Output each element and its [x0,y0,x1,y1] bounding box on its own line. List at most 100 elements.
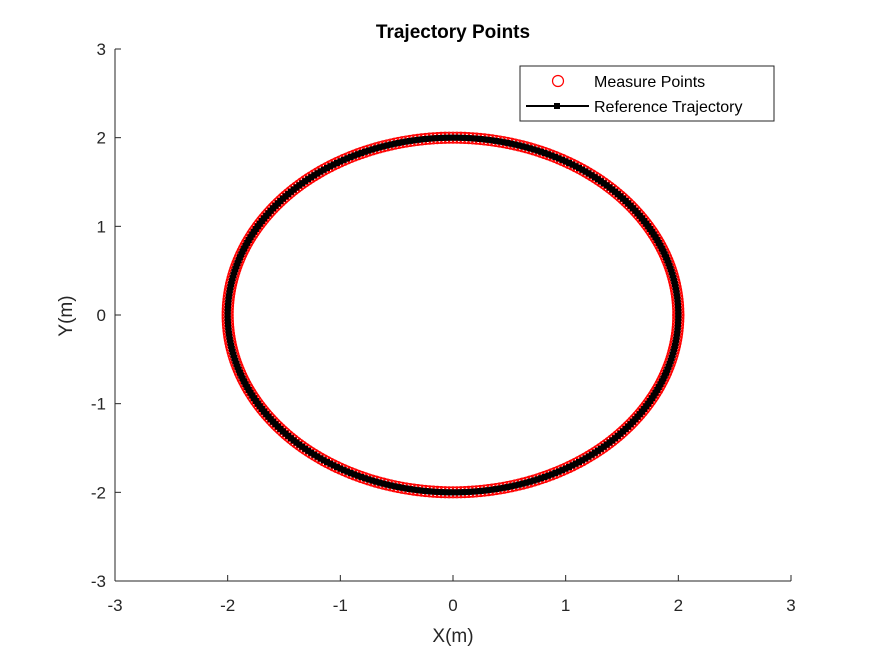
reference-trajectory-marker [670,275,677,282]
reference-trajectory-marker [426,135,433,142]
reference-trajectory-marker [519,480,526,487]
reference-trajectory-marker [351,152,358,159]
reference-trajectory-marker [545,472,552,479]
reference-trajectory-marker [228,345,235,352]
reference-trajectory-marker [376,479,383,486]
reference-trajectory-marker [403,138,410,145]
reference-trajectory-marker [572,163,579,170]
reference-trajectory-marker [671,278,678,285]
reference-trajectory-marker [225,324,232,331]
reference-trajectory-marker [228,281,235,288]
reference-trajectory-marker [438,134,445,141]
reference-trajectory-marker [541,474,548,480]
reference-trajectory-marker [369,477,376,484]
reference-trajectory-marker [500,484,507,491]
reference-trajectory-marker [442,134,449,141]
reference-trajectory-marker [330,161,337,168]
reference-trajectory-marker [530,477,537,484]
reference-trajectory-marker [450,134,456,141]
reference-trajectory-marker [224,315,231,322]
reference-trajectory-marker [391,483,398,490]
reference-trajectory-marker [485,487,492,494]
reference-trajectory-marker [324,164,330,171]
reference-trajectory-marker [407,137,413,144]
data-layer [221,131,685,499]
reference-trajectory-marker [527,478,534,485]
reference-trajectory-marker [426,488,433,495]
reference-trajectory-marker [387,482,394,489]
reference-trajectory-marker [228,278,235,285]
reference-trajectory-marker [523,144,530,151]
reference-trajectory-marker [473,488,480,495]
reference-trajectory-marker [418,136,425,143]
reference-trajectory-marker [410,486,417,493]
reference-trajectory-marker [369,146,376,153]
reference-trajectory-marker [225,327,232,334]
reference-trajectory-marker [384,481,391,488]
reference-trajectory-marker [588,172,595,179]
y-tick-label: 1 [97,217,106,236]
reference-trajectory-marker [566,160,573,166]
reference-trajectory-marker [418,487,425,494]
reference-trajectory-marker [675,308,682,315]
reference-trajectory-marker [675,321,682,328]
y-tick-label: -2 [91,483,106,502]
reference-trajectory-marker [496,485,503,492]
reference-trajectory-marker [674,293,681,300]
reference-trajectory-marker [226,336,233,343]
reference-trajectory-marker [314,170,321,177]
reference-trajectory-marker [591,174,598,181]
reference-trajectory-marker [365,147,372,154]
legend-label-measure-points: Measure Points [594,74,705,91]
x-tick-label: 3 [786,596,795,615]
reference-trajectory-marker [380,480,387,487]
reference-trajectory-marker [500,139,507,146]
reference-trajectory-marker [225,299,232,306]
reference-trajectory-marker [675,302,682,309]
reference-trajectory-marker [675,305,682,312]
reference-trajectory-marker [358,150,365,156]
reference-trajectory-marker [576,459,582,466]
reference-trajectory-marker [504,139,511,146]
reference-trajectory-marker [372,478,379,485]
reference-trajectory-marker [354,151,361,158]
reference-trajectory-marker [311,451,318,458]
reference-trajectory-marker [340,467,347,474]
reference-trajectory-marker [327,163,334,170]
reference-trajectory-marker [576,164,582,171]
reference-trajectory-marker [674,330,681,337]
reference-trajectory-marker [519,143,526,150]
reference-trajectory-marker [489,137,496,144]
reference-trajectory-marker [668,354,675,361]
y-tick-label: 0 [97,306,106,325]
reference-trajectory-marker [361,148,368,155]
reference-trajectory-marker [674,299,681,306]
reference-trajectory-marker [347,470,354,477]
reference-trajectory-marker [534,476,541,483]
reference-trajectory-marker [395,484,402,491]
reference-trajectory-marker [585,453,592,460]
reference-trajectory-marker [671,281,678,288]
reference-trajectory-marker [461,134,468,141]
reference-trajectory-marker [673,290,680,297]
reference-trajectory-marker [231,269,238,276]
reference-trajectory-marker [340,156,347,163]
reference-trajectory-marker [569,161,576,168]
reference-trajectory-marker [489,486,496,493]
reference-trajectory-marker [477,488,484,495]
reference-trajectory-marker [541,150,548,156]
reference-trajectory-marker [308,449,315,456]
reference-trajectory-marker [548,152,555,159]
reference-trajectory-marker [512,482,519,489]
reference-trajectory-marker [674,296,681,303]
reference-trajectory-marker [224,318,231,325]
reference-trajectory-marker [465,135,472,142]
reference-trajectory-marker [372,145,379,152]
reference-trajectory-marker [305,447,312,454]
reference-trajectory-marker [579,166,586,173]
reference-trajectory-marker [673,333,680,340]
reference-trajectory-marker [481,487,488,494]
reference-trajectory-marker [457,489,464,496]
reference-trajectory-marker [358,474,365,480]
reference-trajectory-marker [226,290,233,297]
